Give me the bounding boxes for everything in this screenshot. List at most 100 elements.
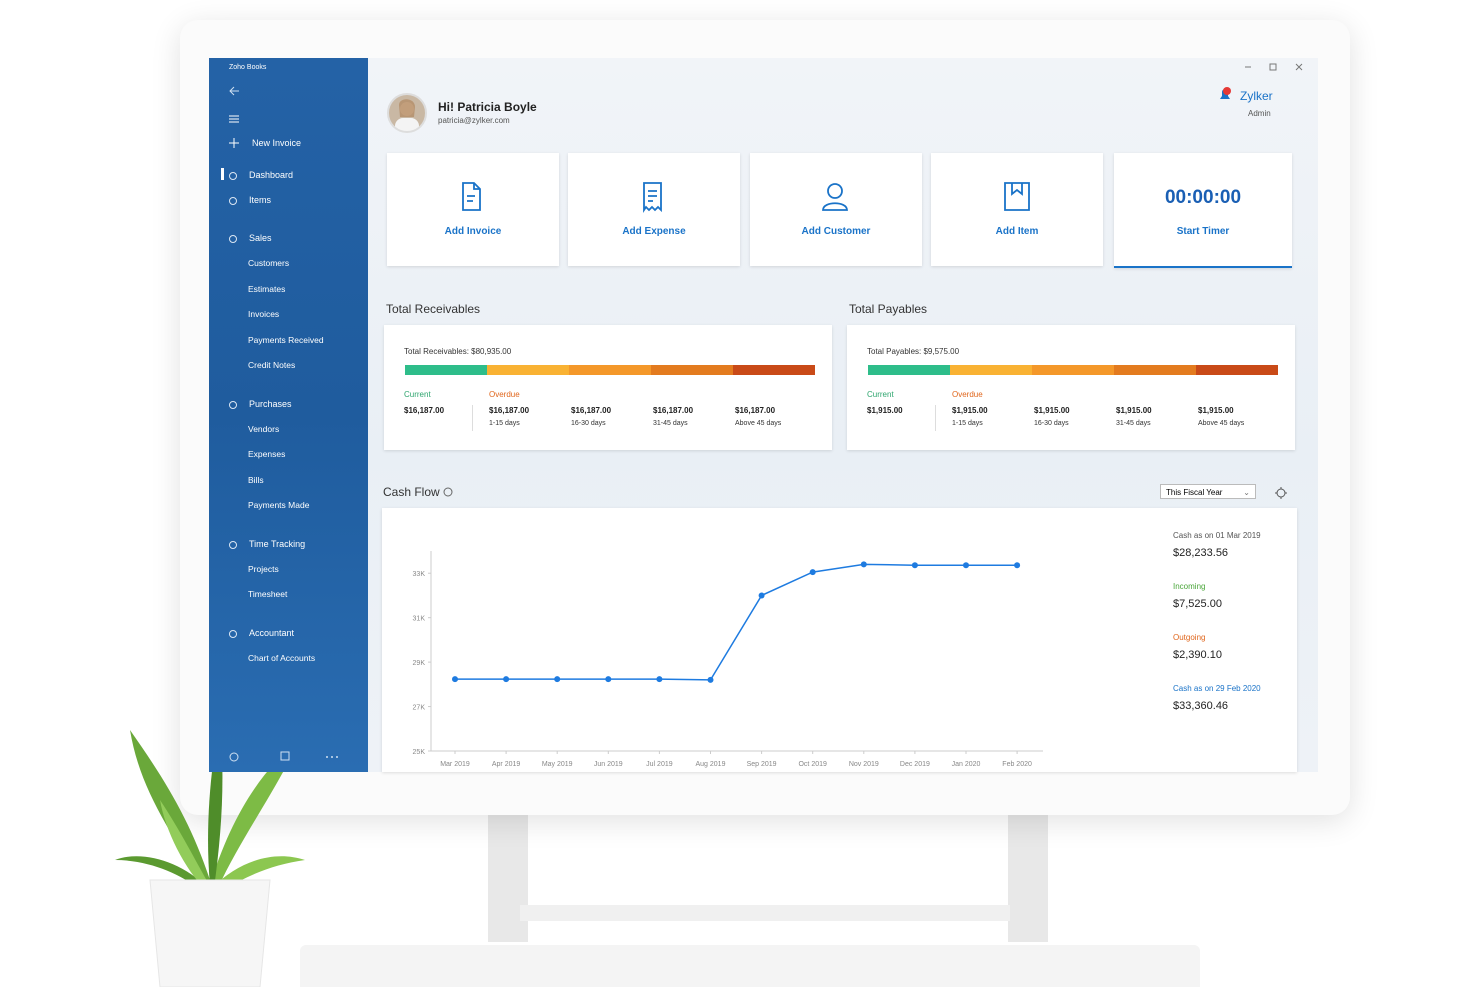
submenu-item[interactable]: Chart of Accounts (248, 652, 316, 663)
bucket-range: 1-15 days (489, 420, 520, 427)
submenu-item[interactable]: Timesheet (248, 589, 288, 599)
plant (115, 720, 305, 987)
submenu-item[interactable]: Invoices (248, 309, 280, 319)
bucket-value: $1,915.00 (952, 406, 988, 415)
bucket-value: $1,915.00 (1034, 406, 1070, 415)
action-icon (643, 182, 662, 213)
submenu-item[interactable]: Customers (248, 258, 290, 268)
divider (935, 405, 936, 431)
bucket-value: $16,187.00 (489, 406, 530, 415)
totals-panel: Total Receivables: $80,935.00 Current $16,… (384, 325, 832, 450)
submenu-item[interactable]: Projects (248, 563, 279, 574)
action-card[interactable]: Add Expense (568, 153, 740, 266)
action-label[interactable]: Add Invoice (444, 226, 502, 237)
timer-time: 00:00:00 (1164, 187, 1242, 208)
submenu-item[interactable]: Payments Made (248, 500, 310, 510)
period-label: This Fiscal Year (1166, 488, 1223, 497)
submenu-item[interactable]: Payments Received (248, 334, 324, 345)
action-card[interactable]: Add Invoice (387, 153, 559, 266)
aging-bar-segment (651, 365, 733, 375)
cash-flow-panel (382, 508, 1297, 772)
settings-icon[interactable] (1273, 485, 1289, 501)
aging-bar-segment (950, 365, 1032, 375)
submenu-item[interactable]: Estimates (248, 283, 286, 294)
current-value: $1,915.00 (867, 406, 903, 415)
avatar[interactable] (387, 93, 427, 133)
bucket-range: 31-45 days (1116, 420, 1151, 427)
section-title: Total Receivables (386, 302, 481, 316)
timer-card[interactable]: 00:00:00 Start Timer (1114, 153, 1292, 268)
bucket-range: Above 45 days (735, 420, 782, 427)
stand-base (520, 905, 1010, 921)
summary-value: $7,525.00 (1173, 598, 1222, 610)
menu-item[interactable]: Items (249, 195, 272, 205)
menu-icon (229, 172, 237, 180)
menu-item[interactable]: Sales (249, 233, 272, 243)
menu-icon (229, 629, 237, 638)
menu-item[interactable]: Time Tracking (249, 538, 306, 549)
submenu-item[interactable]: Vendors (248, 423, 280, 434)
section-title: Total Payables (849, 302, 928, 316)
sidebar-footer (229, 751, 338, 762)
bucket-value: $1,915.00 (1116, 406, 1152, 415)
aging-bar-segment (1196, 365, 1278, 375)
summary-label: Cash as on 01 Mar 2019 (1173, 531, 1261, 540)
submenu-item[interactable]: Expenses (248, 449, 286, 459)
submenu-item[interactable]: Bills (248, 474, 264, 485)
notification-icon[interactable] (1216, 86, 1234, 104)
submenu-item[interactable]: Credit Notes (248, 360, 296, 370)
email: patricia@zylker.com (438, 116, 510, 125)
action-label[interactable]: Add Expense (622, 226, 686, 237)
action-icon (462, 182, 481, 211)
back-icon[interactable] (227, 85, 241, 97)
bucket-value: $16,187.00 (571, 406, 612, 415)
menu-item[interactable]: Purchases (249, 398, 292, 409)
window-controls (1245, 63, 1303, 71)
menu-icon (229, 400, 237, 409)
menu-icon (229, 197, 237, 205)
overdue-label: Overdue (489, 390, 520, 399)
menu-icon[interactable] (228, 114, 240, 124)
bucket-range: 31-45 days (653, 420, 688, 427)
timer-label[interactable]: Start Timer (1176, 226, 1230, 237)
current-label: Current (867, 390, 894, 399)
role: Admin (1248, 109, 1271, 118)
bucket-value: $16,187.00 (653, 406, 694, 415)
menu-item[interactable]: Accountant (249, 627, 295, 638)
action-card[interactable]: Add Item (931, 153, 1103, 266)
plus-icon[interactable] (228, 137, 240, 149)
greeting: Hi! Patricia Boyle (438, 100, 537, 114)
total-summary: Total Receivables: $80,935.00 (404, 347, 512, 356)
menu-icon (229, 540, 237, 549)
aging-bar-segment (1032, 365, 1114, 375)
aging-bar-segment (405, 365, 487, 375)
summary-value: $2,390.10 (1173, 649, 1222, 661)
aging-bar-segment (487, 365, 569, 375)
action-icon (1004, 182, 1030, 211)
bucket-range: Above 45 days (1198, 420, 1245, 427)
help-icon[interactable] (443, 487, 453, 497)
summary-label: Incoming (1173, 582, 1206, 591)
totals-panel: Total Payables: $9,575.00 Current $1,915.0… (847, 325, 1295, 450)
bucket-range: 16-30 days (571, 420, 606, 427)
bucket-value: $1,915.00 (1198, 406, 1234, 415)
action-label[interactable]: Add Customer (801, 226, 871, 237)
stand-right (1008, 812, 1048, 942)
summary-value: $33,360.46 (1173, 700, 1229, 712)
current-label: Current (404, 390, 431, 399)
sidebar: Zoho Books New Invoice Dashboard Items Sal… (209, 58, 368, 772)
summary-value: $28,233.56 (1173, 547, 1229, 559)
aging-bar-segment (1114, 365, 1196, 375)
menu-item[interactable]: Dashboard (249, 170, 294, 180)
summary-label: Cash as on 29 Feb 2020 (1173, 684, 1261, 693)
org-name[interactable]: Zylker (1240, 89, 1273, 103)
period-dropdown[interactable]: This Fiscal Year ⌄ (1160, 484, 1256, 499)
app-name: Zoho Books (229, 64, 267, 71)
bucket-range: 1-15 days (952, 420, 983, 427)
aging-bar-segment (733, 365, 815, 375)
action-label[interactable]: Add Item (995, 226, 1039, 237)
action-card[interactable]: Add Customer (750, 153, 922, 266)
new-invoice[interactable]: New Invoice (252, 138, 302, 148)
bucket-range: 16-30 days (1034, 420, 1069, 427)
